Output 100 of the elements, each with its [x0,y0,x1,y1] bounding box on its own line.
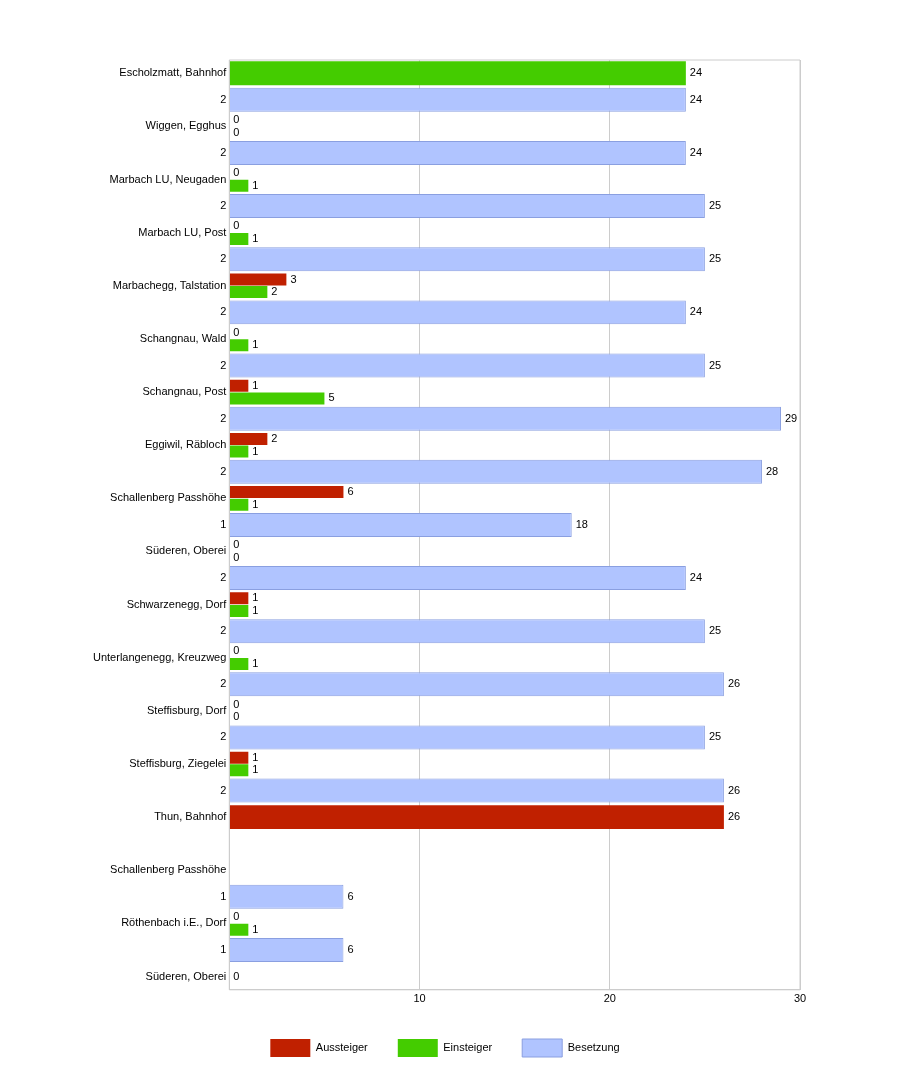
y-tick-label: Wiggen, Egghus [145,119,227,132]
data-label: 24 [689,571,703,584]
data-label: 6 [347,485,354,498]
bar [229,486,344,499]
y-tick-label: 2 [220,677,227,690]
bar [229,592,249,605]
y-tick-label: 1 [220,889,227,902]
data-label: 0 [233,538,240,551]
y-tick-label: 1 [220,942,227,955]
bar [229,392,325,405]
bar [229,432,268,445]
bar [229,658,249,671]
data-label: 1 [252,444,259,457]
data-label: 1 [252,232,259,245]
y-tick-label: Süderen, Oberei [145,544,227,557]
data-label: 26 [727,677,741,690]
y-tick-label: Schallenberg Passhöhe [110,863,227,876]
data-label: 0 [233,910,240,923]
y-tick-label: Schangnau, Post [142,385,227,398]
y-tick-label: 2 [220,624,227,637]
y-tick-label: Marbachegg, Talstation [112,278,227,291]
data-label: 0 [233,710,240,723]
data-label: 24 [689,66,703,79]
data-label: 1 [252,497,259,510]
data-label: 25 [708,730,722,743]
y-tick-label: Schangnau, Wald [139,331,227,344]
legend-label: Einsteiger [443,1041,493,1054]
y-tick-label: 2 [220,199,227,212]
y-tick-label: Thun, Bahnhof [154,810,228,823]
bar [229,923,249,936]
data-label: 24 [689,92,703,105]
y-tick-label: 2 [220,92,227,105]
data-label: 1 [252,750,259,763]
data-label: 5 [328,391,335,404]
data-label: 3 [290,272,297,285]
data-label: 6 [347,942,354,955]
data-label: 6 [347,889,354,902]
bar [229,604,249,617]
data-label: 25 [708,252,722,265]
bar [229,339,249,352]
data-label: 1 [252,338,259,351]
bar [229,379,249,392]
y-tick-label: Unterlangenegg, Kreuzweg [93,650,227,663]
data-label: 26 [727,783,741,796]
y-tick-label: 2 [220,730,227,743]
data-label: 24 [689,305,703,318]
data-label: 1 [252,657,259,670]
data-label: 0 [233,325,240,338]
bar [229,179,249,192]
y-tick-label: Schallenberg Passhöhe [110,491,227,504]
bar [229,751,249,764]
data-label: 0 [233,219,240,232]
data-label: 24 [689,146,703,159]
data-label: 0 [233,550,240,563]
data-label: 25 [708,199,722,212]
y-tick-label: 2 [220,358,227,371]
data-label: 0 [233,697,240,710]
x-tick-label: 10 [413,992,426,1005]
bar [229,286,268,299]
data-label: 0 [233,166,240,179]
bar [229,498,249,511]
data-label: 2 [271,285,278,298]
y-tick-label: Marbach LU, Neugaden [109,172,227,185]
y-tick-label: Süderen, Oberei [145,969,227,982]
x-tick-label: 20 [603,992,616,1005]
y-tick-label: Röthenbach i.E., Dorf [121,916,228,929]
data-label: 25 [708,358,722,371]
legend-label: Aussteiger [315,1041,369,1054]
y-tick-label: 2 [220,464,227,477]
y-tick-label: 2 [220,305,227,318]
data-label: 26 [727,810,741,823]
y-tick-label: 2 [220,146,227,159]
data-label: 1 [252,603,259,616]
y-tick-label: 1 [220,517,227,530]
y-tick-label: Steffisburg, Ziegelei [129,757,227,770]
data-label: 0 [233,644,240,657]
bar [229,445,249,458]
data-label: 29 [784,411,798,424]
y-tick-label: Schwarzenegg, Dorf [126,597,228,610]
y-tick-label: Escholzmatt, Bahnhof [119,66,228,79]
data-label: 2 [271,431,278,444]
data-label: 0 [233,125,240,138]
bar [229,764,249,777]
data-label: 25 [708,624,722,637]
data-label: 1 [252,591,259,604]
y-tick-label: 2 [220,783,227,796]
bar [229,232,249,245]
y-tick-label: 2 [220,252,227,265]
legend-label: Besetzung [567,1041,620,1054]
y-tick-label: 2 [220,411,227,424]
y-tick-label: Marbach LU, Post [138,225,227,238]
data-label: 18 [575,517,588,530]
data-label: 1 [252,178,259,191]
data-label: 0 [233,113,240,126]
y-tick-label: 2 [220,571,227,584]
data-label: 1 [252,378,259,391]
y-tick-label: Steffisburg, Dorf [147,703,228,716]
bar [229,273,287,286]
data-label: 1 [252,763,259,776]
data-label: 0 [233,969,240,982]
